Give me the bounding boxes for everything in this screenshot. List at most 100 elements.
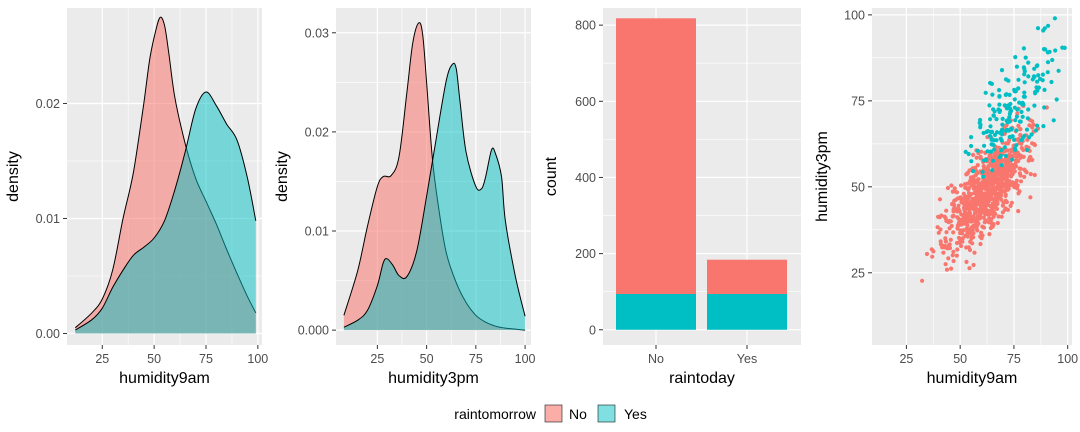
scatter-point-no bbox=[990, 163, 995, 168]
y-tick-label: 0.01 bbox=[36, 212, 60, 226]
scatter-point-yes bbox=[1014, 143, 1019, 148]
scatter-point-yes bbox=[1000, 116, 1005, 121]
scatter-point-no bbox=[949, 266, 954, 271]
y-tick-label: 0.02 bbox=[36, 97, 60, 111]
scatter-point-no bbox=[964, 172, 969, 177]
scatter-point-no bbox=[1015, 152, 1020, 157]
scatter-point-no bbox=[975, 220, 981, 225]
legend-key-no bbox=[544, 404, 563, 423]
x-tick-label: 25 bbox=[370, 352, 384, 366]
scatter-point-yes bbox=[1012, 137, 1017, 142]
y-tick-label: 0.02 bbox=[305, 125, 329, 139]
scatter-point-no bbox=[1015, 111, 1020, 116]
scatter-point-yes bbox=[1026, 60, 1031, 65]
scatter-point-yes bbox=[1045, 70, 1050, 75]
y-tick-label: 200 bbox=[575, 247, 596, 261]
scatter-point-no bbox=[983, 218, 988, 223]
scatter-point-no bbox=[1001, 200, 1006, 205]
scatter-point-no bbox=[975, 163, 980, 168]
scatter-point-no bbox=[996, 184, 1001, 189]
scatter-point-no bbox=[968, 239, 973, 244]
scatter-point-yes bbox=[1049, 79, 1054, 85]
scatter-point-yes bbox=[1025, 116, 1030, 121]
scatter-point-no bbox=[965, 214, 970, 219]
scatter-point-no bbox=[944, 208, 949, 213]
density-area-yes bbox=[343, 63, 526, 331]
scatter-point-no bbox=[987, 153, 992, 158]
x-tick-label: 50 bbox=[420, 352, 434, 366]
scatter-point-no bbox=[966, 181, 971, 186]
scatter-point-yes bbox=[1050, 57, 1055, 63]
scatter-point-yes bbox=[963, 149, 968, 154]
scatter-point-no bbox=[978, 193, 983, 198]
scatter-point-no bbox=[1003, 175, 1008, 180]
scatter-point-no bbox=[924, 251, 930, 257]
scatter-point-no bbox=[971, 152, 976, 157]
scatter-point-no bbox=[1019, 145, 1024, 151]
scatter-point-yes bbox=[998, 136, 1003, 141]
scatter-point-yes bbox=[1010, 157, 1015, 162]
bar-yes-yes bbox=[707, 293, 787, 330]
scatter-point-yes bbox=[1029, 132, 1034, 137]
scatter-point-yes bbox=[1032, 66, 1037, 71]
scatter-point-no bbox=[978, 234, 983, 239]
y-axis-title: humidity3pm bbox=[814, 131, 831, 222]
scatter-point-yes bbox=[1000, 122, 1005, 127]
scatter-point-yes bbox=[1012, 97, 1017, 102]
density-area-yes bbox=[75, 91, 256, 334]
scatter-point-no bbox=[967, 211, 973, 216]
scatter-humidity-panel: 25 50 75 100 25 50 75 100 humidity9am humidity3pm bbox=[814, 8, 1078, 387]
scatter-point-no bbox=[1017, 166, 1022, 171]
scatter-point-yes bbox=[971, 169, 976, 174]
scatter-point-yes bbox=[1023, 55, 1028, 60]
scatter-point-no bbox=[995, 199, 1000, 204]
scatter-point-no bbox=[959, 197, 964, 202]
scatter-point-yes bbox=[981, 130, 986, 136]
scatter-point-yes bbox=[1012, 87, 1017, 92]
x-axis-title: humidity3pm bbox=[388, 370, 479, 387]
scatter-point-no bbox=[1004, 141, 1009, 146]
scatter-point-yes bbox=[969, 135, 974, 140]
scatter-point-yes bbox=[1034, 128, 1039, 133]
scatter-point-no bbox=[981, 225, 987, 230]
scatter-point-no bbox=[936, 214, 941, 219]
bar-no-no bbox=[616, 18, 696, 294]
scatter-point-yes bbox=[1054, 97, 1059, 102]
scatter-point-yes bbox=[1046, 23, 1051, 28]
scatter-point-yes bbox=[1003, 153, 1009, 158]
scatter-point-yes bbox=[1002, 145, 1007, 150]
x-tick-label: 100 bbox=[247, 352, 268, 366]
legend-label-yes: Yes bbox=[624, 406, 647, 422]
scatter-point-yes bbox=[1043, 47, 1048, 52]
scatter-point-no bbox=[984, 197, 989, 202]
scatter-point-no bbox=[982, 191, 987, 196]
scatter-point-yes bbox=[999, 163, 1004, 168]
scatter-point-yes bbox=[1035, 26, 1041, 31]
scatter-point-no bbox=[935, 225, 940, 230]
scatter-point-no bbox=[943, 236, 948, 241]
scatter-point-no bbox=[930, 254, 935, 259]
scatter-point-no bbox=[974, 155, 979, 160]
scatter-point-no bbox=[988, 204, 993, 209]
x-tick-label: 50 bbox=[953, 352, 967, 366]
scatter-point-no bbox=[947, 218, 952, 224]
scatter-point-yes bbox=[997, 102, 1002, 107]
scatter-point-no bbox=[974, 179, 980, 184]
scatter-point-yes bbox=[1016, 77, 1021, 82]
scatter-point-no bbox=[966, 187, 971, 192]
y-tick-label: 100 bbox=[844, 8, 865, 22]
scatter-point-no bbox=[1004, 163, 1009, 169]
scatter-point-no bbox=[997, 176, 1002, 181]
scatter-point-yes bbox=[992, 132, 998, 137]
scatter-point-no bbox=[965, 223, 970, 228]
scatter-point-no bbox=[990, 155, 995, 160]
scatter-point-yes bbox=[1041, 124, 1046, 129]
scatter-point-yes bbox=[1022, 80, 1027, 85]
scatter-point-no bbox=[995, 181, 1001, 186]
scatter-point-no bbox=[972, 223, 977, 228]
scatter-point-no bbox=[1018, 153, 1024, 158]
scatter-point-yes bbox=[1014, 114, 1020, 119]
scatter-point-yes bbox=[1053, 48, 1058, 53]
scatter-point-no bbox=[975, 216, 981, 221]
